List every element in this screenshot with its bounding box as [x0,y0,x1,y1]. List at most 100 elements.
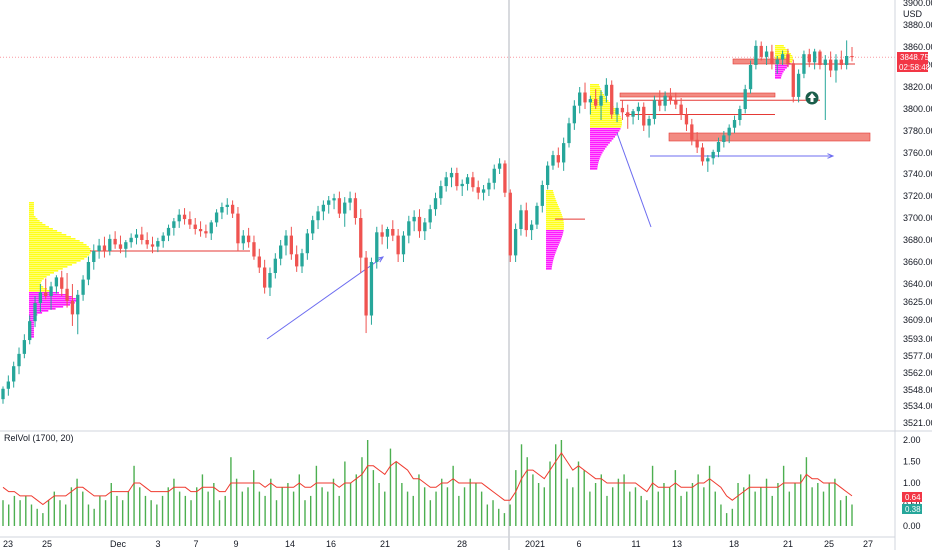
candle-body[interactable] [668,95,673,101]
candle-body[interactable] [663,95,667,106]
candle-body[interactable] [129,237,133,243]
candle-body[interactable] [97,245,101,252]
candle-body[interactable] [60,277,64,289]
candle-body[interactable] [754,45,758,65]
candle-body[interactable] [391,229,395,236]
candle-body[interactable] [108,238,112,251]
price-pane[interactable] [0,0,895,550]
candle-body[interactable] [230,204,235,214]
candle-body[interactable] [12,366,16,382]
candle-body[interactable] [252,242,256,257]
time-axis[interactable]: 23 25 Dec 3 7 9 14 16 21 28 2021 6 11 13 18 21 25 27 [3,539,873,549]
candle-body[interactable] [81,279,85,295]
candle-body[interactable] [529,224,534,231]
candle-body[interactable] [268,273,272,288]
candle-body[interactable] [348,198,352,203]
candle-body[interactable] [492,168,496,183]
candle-body[interactable] [375,232,379,262]
candle-body[interactable] [401,235,406,255]
candle-body[interactable] [706,158,710,162]
candle-body[interactable] [642,106,646,126]
candle-body[interactable] [17,353,21,367]
candle-body[interactable] [834,59,838,71]
candle-body[interactable] [497,163,502,169]
candle-body[interactable] [188,219,192,225]
candle-body[interactable] [455,172,459,187]
candle-body[interactable] [193,224,197,229]
candle-body[interactable] [743,89,747,109]
candle-body[interactable] [481,189,486,193]
candle-body[interactable] [364,257,368,316]
candle-body[interactable] [631,111,635,117]
candle-body[interactable] [86,262,91,280]
candle-body[interactable] [626,112,630,117]
candle-body[interactable] [321,204,326,212]
candle-body[interactable] [845,56,849,65]
candle-body[interactable] [76,294,80,315]
candle-body[interactable] [428,209,432,223]
candle-body[interactable] [700,147,705,162]
candle-body[interactable] [812,51,817,63]
candle-body[interactable] [620,107,625,113]
candle-body[interactable] [33,303,37,322]
support-zone[interactable] [668,132,871,142]
candle-body[interactable] [796,73,801,97]
candle-body[interactable] [711,151,715,159]
candlestick-series[interactable] [1,40,854,404]
candle-body[interactable] [305,233,310,254]
candle-body[interactable] [412,216,416,222]
candle-body[interactable] [300,253,304,267]
candle-body[interactable] [407,221,411,236]
candle-body[interactable] [177,214,181,222]
candle-body[interactable] [594,99,598,106]
candle-body[interactable] [316,211,320,221]
candle-body[interactable] [28,321,32,341]
candle-body[interactable] [519,210,523,229]
candle-body[interactable] [289,235,293,255]
candle-body[interactable] [92,251,96,262]
candle-body[interactable] [332,198,336,201]
candle-body[interactable] [562,143,566,163]
candle-body[interactable] [652,100,657,119]
candle-body[interactable] [311,220,315,234]
candle-body[interactable] [343,202,347,214]
candle-body[interactable] [423,222,427,232]
candle-body[interactable] [439,186,443,199]
candle-body[interactable] [295,254,299,267]
candle-body[interactable] [38,292,43,304]
candle-body[interactable] [214,212,219,223]
trend-arrow-up[interactable] [266,256,384,340]
candle-body[interactable] [172,221,176,228]
candle-body[interactable] [65,288,69,301]
candle-body[interactable] [604,84,609,96]
candle-body[interactable] [140,234,144,241]
candle-body[interactable] [161,235,165,242]
candle-body[interactable] [610,84,614,115]
candle-body[interactable] [722,135,726,142]
candle-body[interactable] [134,234,139,238]
candle-body[interactable] [241,235,245,244]
candle-body[interactable] [839,59,843,65]
candle-body[interactable] [850,56,854,58]
candle-body[interactable] [49,286,53,296]
candle-body[interactable] [583,92,587,103]
candle-body[interactable] [369,262,374,316]
candle-body[interactable] [636,106,641,112]
candle-body[interactable] [615,107,619,115]
resistance-zone-top[interactable] [619,92,776,98]
candle-body[interactable] [284,235,288,246]
candle-body[interactable] [433,198,438,210]
candle-body[interactable] [273,258,277,273]
candle-body[interactable] [471,177,475,188]
candle-body[interactable] [166,227,171,236]
candle-body[interactable] [513,229,518,256]
candle-body[interactable] [476,187,480,193]
candle-body[interactable] [70,300,75,315]
candle-body[interactable] [679,104,683,115]
candle-body[interactable] [145,240,149,245]
candle-body[interactable] [353,198,358,218]
candle-body[interactable] [1,388,5,400]
candle-body[interactable] [444,177,448,187]
candle-body[interactable] [225,204,229,207]
